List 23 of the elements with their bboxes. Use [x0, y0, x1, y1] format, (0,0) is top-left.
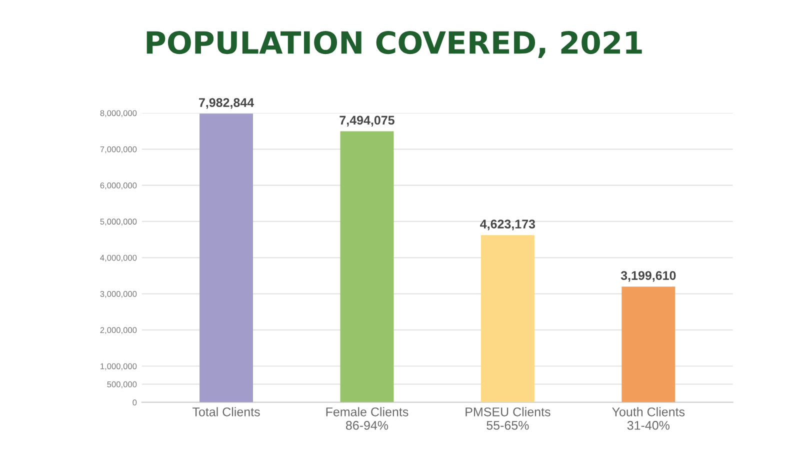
y-tick-label: 4,000,000: [100, 254, 137, 262]
bar: [200, 114, 254, 402]
chart-title: POPULATION COVERED, 2021: [146, 30, 642, 58]
bar: [480, 235, 534, 402]
x-tick-label: Female Clients 86-94%: [326, 407, 408, 430]
y-tick-label: 500,000: [107, 381, 137, 388]
data-label: 7,982,844: [199, 98, 254, 109]
data-label: 3,199,610: [620, 271, 676, 282]
bar: [622, 286, 676, 402]
y-tick-label: 5,000,000: [100, 218, 137, 226]
y-tick-label: 8,000,000: [100, 110, 137, 118]
x-tick-label: Total Clients: [192, 407, 260, 416]
x-tick-label: PMSEU Clients 55-65%: [466, 407, 550, 430]
data-label: 7,494,075: [340, 116, 394, 126]
y-tick-label: 0: [132, 399, 137, 406]
y-tick-label: 7,000,000: [100, 146, 137, 154]
y-tick-label: 6,000,000: [100, 182, 137, 190]
y-tick-label: 1,000,000: [100, 363, 137, 370]
y-tick-label: 2,000,000: [100, 327, 137, 334]
data-label: 4,623,173: [480, 220, 536, 230]
bar: [340, 131, 394, 402]
x-tick-label: Youth Clients 31-40%: [612, 407, 685, 430]
y-tick-label: 3,000,000: [100, 291, 137, 298]
